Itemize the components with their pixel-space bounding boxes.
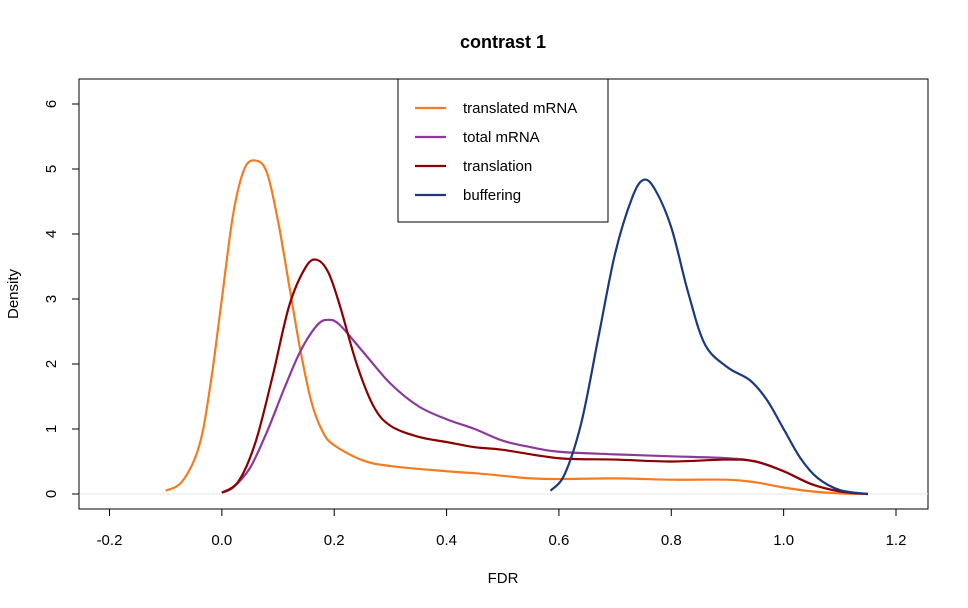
y-axis-label: Density — [5, 268, 22, 319]
x-tick-label: 1.2 — [886, 532, 907, 549]
legend: translated mRNA total mRNA translation buff… — [397, 78, 609, 223]
x-axis: -0.2 0.0 0.2 0.4 0.6 0.8 1.0 1.2 — [97, 508, 907, 549]
x-tick-label: 0.8 — [661, 532, 682, 549]
x-axis-label: FDR — [488, 570, 519, 587]
legend-label-translated-mrna: translated mRNA — [463, 100, 577, 117]
y-axis: 0 1 2 3 4 5 6 — [43, 100, 80, 498]
y-tick-label: 1 — [43, 425, 60, 433]
y-tick-label: 3 — [43, 295, 60, 303]
y-tick-label: 4 — [43, 230, 60, 238]
chart-title: contrast 1 — [460, 32, 546, 52]
series-line-translated-mrna — [165, 159, 868, 496]
x-tick-label: 0.2 — [324, 532, 345, 549]
y-tick-label: 0 — [43, 490, 60, 498]
legend-label-translation: translation — [463, 158, 532, 175]
x-tick-label: 0.6 — [548, 532, 569, 549]
x-tick-label: -0.2 — [97, 532, 123, 549]
series-layer — [165, 159, 869, 496]
legend-box — [397, 78, 609, 223]
series-line-translation — [221, 258, 869, 496]
series-line-buffering — [549, 178, 869, 496]
x-tick-label: 0.0 — [211, 532, 232, 549]
legend-label-buffering: buffering — [463, 187, 521, 204]
y-tick-label: 2 — [43, 360, 60, 368]
y-tick-label: 6 — [43, 100, 60, 108]
x-tick-label: 0.4 — [436, 532, 457, 549]
legend-label-total-mrna: total mRNA — [463, 129, 540, 146]
x-tick-label: 1.0 — [773, 532, 794, 549]
y-tick-label: 5 — [43, 165, 60, 173]
